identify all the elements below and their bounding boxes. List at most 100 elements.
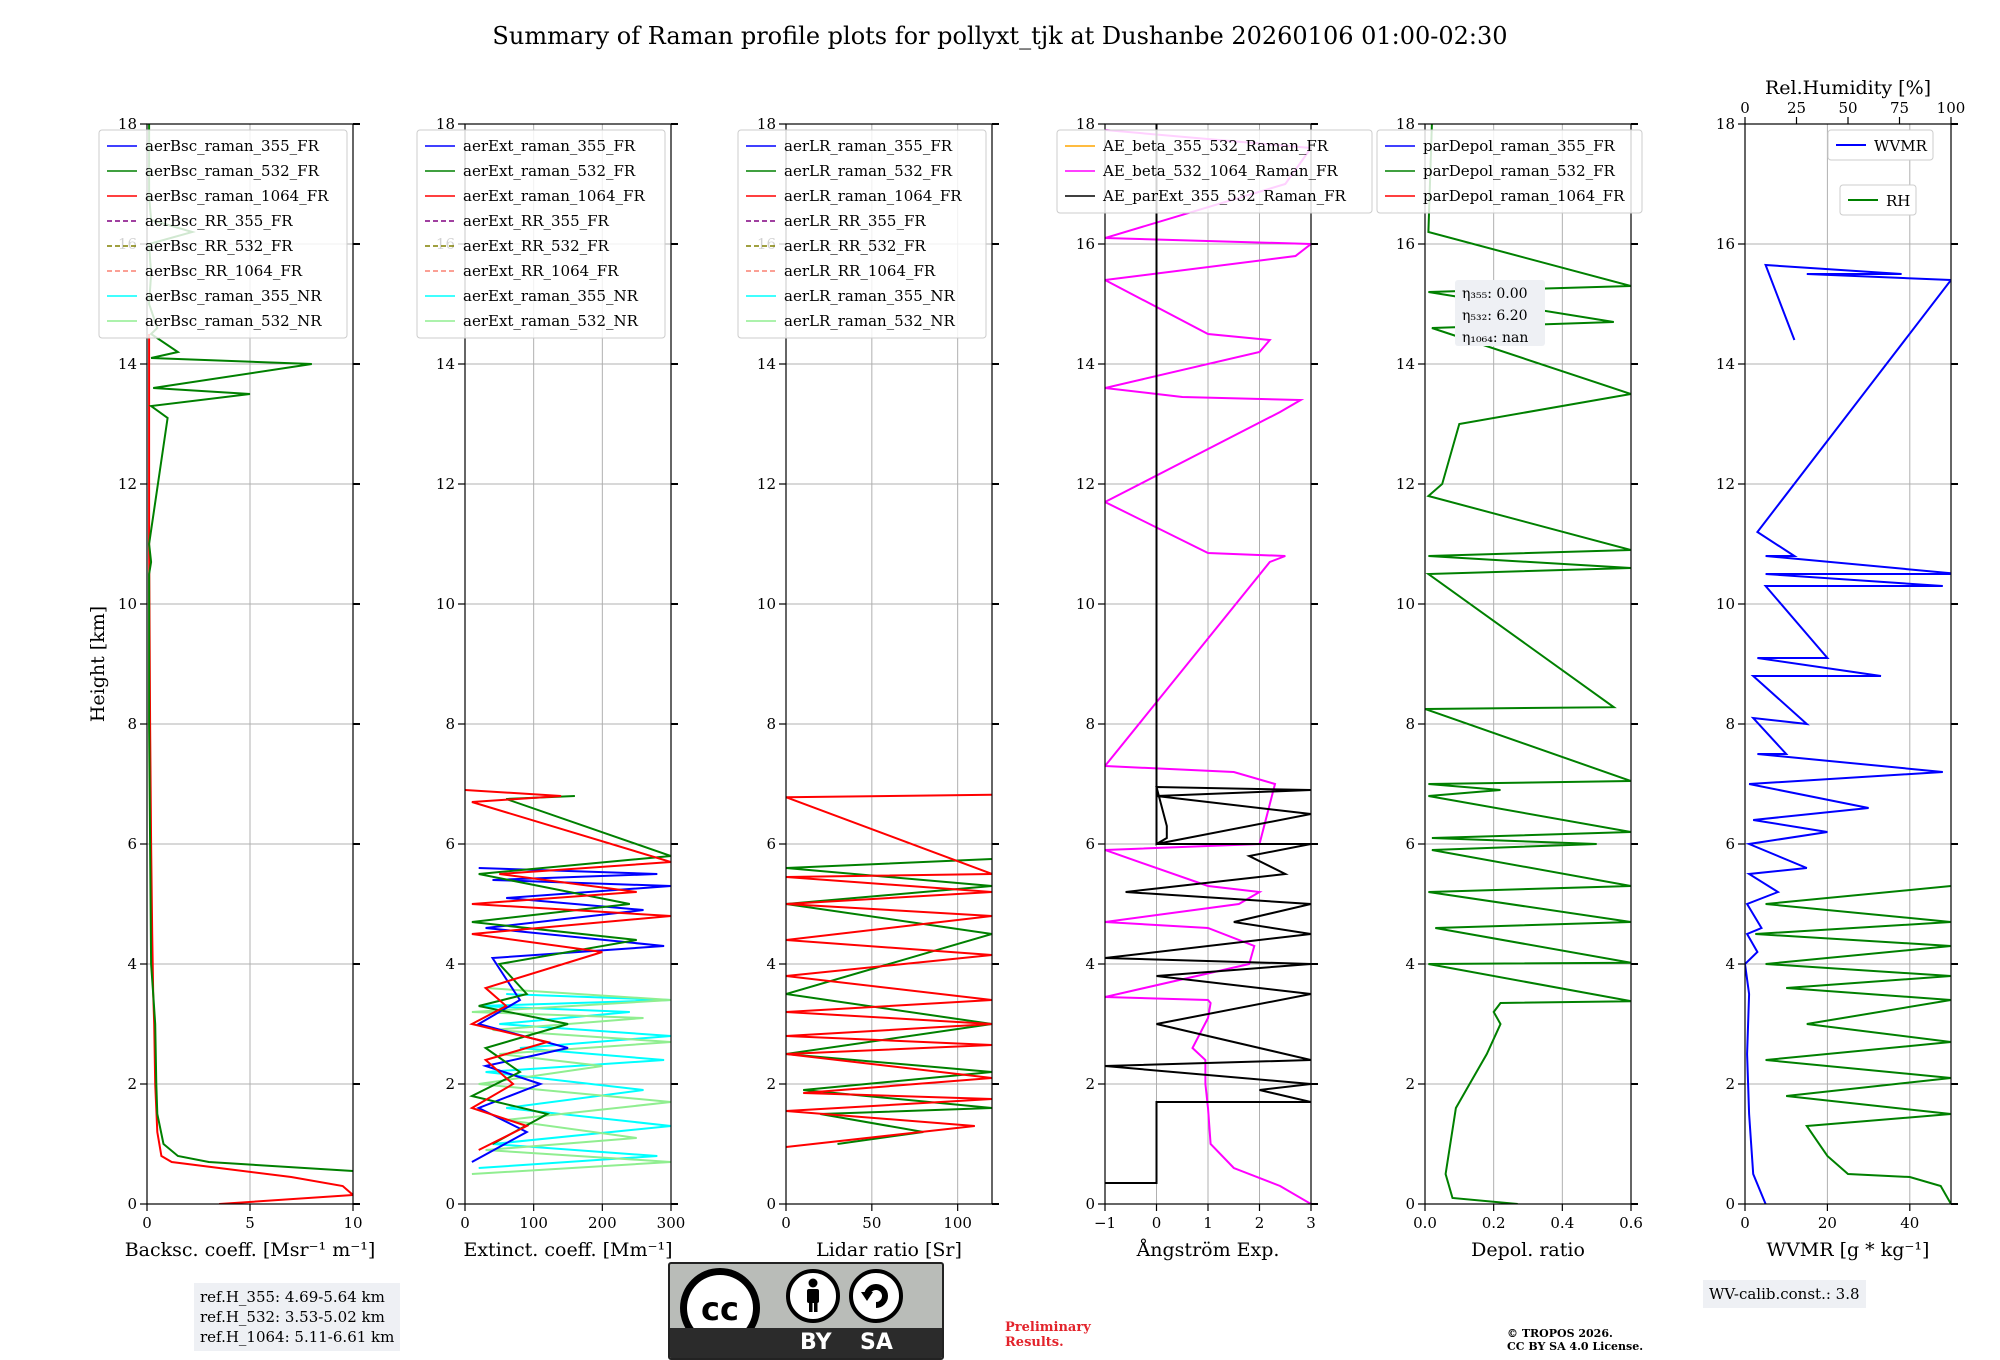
y-tick-label: 18 [757,115,776,133]
x-tick-label: 0 [460,1214,470,1232]
y-tick-label: 10 [1716,595,1735,613]
y-tick-label: 10 [118,595,137,613]
series-aerBsc_raman_1064_FR [148,334,353,1204]
series-aerExt_raman_1064_FR [465,789,671,1151]
subplot-wv: 0 2 4 6 8 10 12 14 16 18 0 20 40 WVMR [g * kg⁻¹] 0 25 50… [1716,77,1965,1261]
x-tick-label: 0 [1740,1214,1750,1232]
x-axis-label: Ångström Exp. [1136,1239,1280,1261]
copyright-line-1: © TROPOS 2026. [1507,1327,1613,1340]
legend-label-aerExt_raman_532_FR: aerExt_raman_532_FR [463,162,636,180]
x-tick-label: 300 [657,1214,686,1232]
legend-label-aerBsc_RR_1064_FR: aerBsc_RR_1064_FR [145,262,303,280]
y-tick-label: 2 [127,1075,137,1093]
series-group [465,789,671,1175]
legend-box [98,129,348,339]
eta-label: η₅₃₂: 6.20 [1462,308,1528,324]
y-tick-label: 12 [757,475,776,493]
x-axis-label: WVMR [g * kg⁻¹] [1767,1239,1930,1261]
legend-label-aerLR_raman_355_FR: aerLR_raman_355_FR [784,137,953,155]
y-tick-label: 6 [766,835,776,853]
y-tick-label: 14 [1076,355,1095,373]
copyright-line-2: CC BY SA 4.0 License. [1507,1340,1644,1353]
y-tick-label: 12 [1076,475,1095,493]
x2-tick-label: 50 [1838,99,1857,117]
y-tick-label: 2 [766,1075,776,1093]
y-tick-label: 12 [1716,475,1735,493]
x-axis-label: Extinct. coeff. [Mm⁻¹] [463,1239,672,1261]
y-tick-label: 10 [1396,595,1415,613]
x2-tick-label: 25 [1787,99,1806,117]
subplot-bsc: 0246810121416180510Backsc. coeff. [Msr⁻¹… [87,115,375,1261]
y-tick-label: 12 [436,475,455,493]
y-tick-label: 6 [1085,835,1095,853]
y-tick-label: 6 [127,835,137,853]
series-WVMR [1745,263,1951,1204]
legend-label-aerLR_raman_1064_FR: aerLR_raman_1064_FR [784,187,962,205]
cc-by-label: BY [800,1330,832,1355]
x-axis-label: Backsc. coeff. [Msr⁻¹ m⁻¹] [125,1239,376,1261]
legend-label-aerExt_RR_355_FR: aerExt_RR_355_FR [463,212,610,230]
preliminary-note: Preliminary Results. [1005,1320,1091,1350]
series-group [786,793,992,1148]
wv-calib-box: WV-calib.const.: 3.8 [1703,1280,1866,1308]
y-tick-label: 4 [1085,955,1095,973]
legend-label-aerBsc_raman_355_FR: aerBsc_raman_355_FR [145,137,320,155]
legend-label-aerBsc_RR_532_FR: aerBsc_RR_532_FR [145,237,293,255]
legend-label-aerLR_raman_532_NR: aerLR_raman_532_NR [784,312,955,330]
x-tick-label: 5 [245,1214,255,1232]
legend-label-aerLR_raman_532_FR: aerLR_raman_532_FR [784,162,953,180]
ref-height-355: ref.H_355: 4.69-5.64 km [200,1288,385,1306]
y-tick-label: 14 [118,355,137,373]
legend-label-aerBsc_raman_532_NR: aerBsc_raman_532_NR [145,312,322,330]
y-tick-label: 18 [1716,115,1735,133]
plot-frame [464,123,672,1205]
legend-box [1376,129,1643,214]
y-tick-label: 16 [1396,235,1415,253]
x-tick-label: 100 [943,1214,972,1232]
y-tick-label: 4 [766,955,776,973]
legend-label-RH: RH [1886,192,1910,210]
series-aerLR_raman_1064_FR [786,793,992,1148]
y-tick-label: 4 [1405,955,1415,973]
cc-license-badge: cc BY SA [668,1262,944,1360]
legend-label-AE_beta_355_532_Raman_FR: AE_beta_355_532_Raman_FR [1102,137,1329,155]
x-axis-label: Depol. ratio [1471,1239,1585,1261]
y-tick-label: 10 [757,595,776,613]
series-group [1745,263,1951,1204]
subplot-depol: 0 2 4 6 8 10 12 14 16 18 0.0 0.2 0.4 0.6 Depol. ratio p… [1376,115,1643,1261]
plot-frame [1424,123,1632,1205]
legend-label-aerBsc_raman_532_FR: aerBsc_raman_532_FR [145,162,320,180]
y-tick-label: 14 [436,355,455,373]
legend-label-AE_beta_532_1064_Raman_FR: AE_beta_532_1064_Raman_FR [1102,162,1338,180]
y-tick-label: 14 [757,355,776,373]
preliminary-line-2: Results. [1005,1335,1064,1350]
legend-label-parDepol_raman_1064_FR: parDepol_raman_1064_FR [1423,187,1625,205]
y-tick-label: 0 [1085,1195,1095,1213]
subplot-lr: 024681012141618050100Lidar ratio [Sr]aer… [737,115,999,1261]
legend-label-aerExt_raman_355_NR: aerExt_raman_355_NR [463,287,639,305]
cc-badge-icons: cc [680,1268,903,1328]
y-tick-label: 4 [127,955,137,973]
legend-label-aerExt_raman_532_NR: aerExt_raman_532_NR [463,312,639,330]
x2-axis-label: Rel.Humidity [%] [1765,77,1931,99]
y-tick-label: 8 [1085,715,1095,733]
series-group [1425,124,1631,1204]
legend-box [416,129,666,339]
y-tick-label: 4 [445,955,455,973]
legend-label-aerBsc_raman_355_NR: aerBsc_raman_355_NR [145,287,322,305]
legend-label-aerLR_RR_532_FR: aerLR_RR_532_FR [784,237,926,255]
y-tick-label: 16 [1076,235,1095,253]
x-tick-label: 0.2 [1482,1214,1506,1232]
x-tick-label: −1 [1094,1214,1116,1232]
ref-height-box: ref.H_355: 4.69-5.64 km ref.H_532: 3.53-… [194,1283,401,1351]
x-axis-label: Lidar ratio [Sr] [816,1239,962,1261]
x-tick-label: 100 [519,1214,548,1232]
y-tick-label: 6 [1405,835,1415,853]
y-tick-label: 14 [1396,355,1415,373]
eta-label: η₃₅₅: 0.00 [1462,286,1528,302]
x-tick-label: 0 [1152,1214,1162,1232]
y-tick-label: 0 [1725,1195,1735,1213]
x-tick-label: 0.4 [1550,1214,1574,1232]
